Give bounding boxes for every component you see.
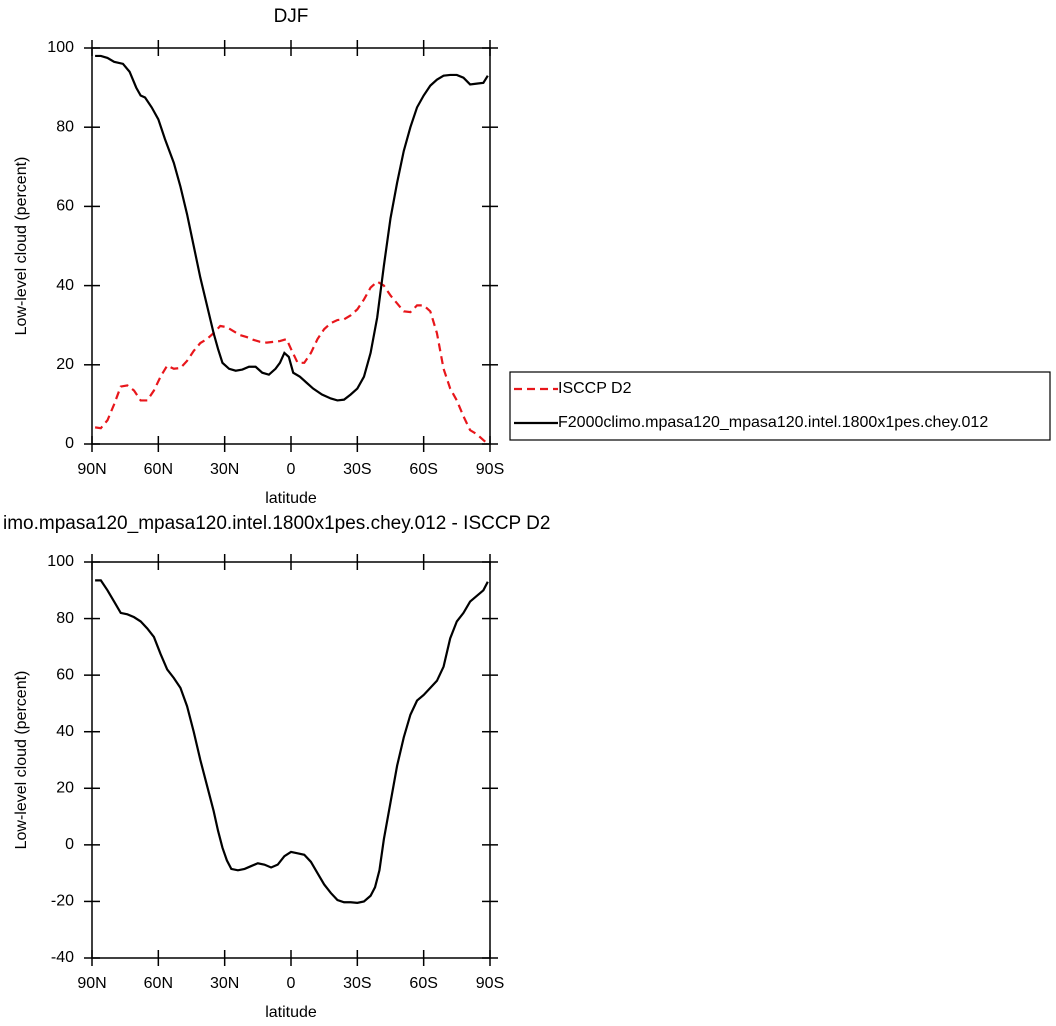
legend-label: ISCCP D2 [558,380,632,397]
x-tick-label: 30N [210,461,239,478]
chart-title: imo.mpasa120_mpasa120.intel.1800x1pes.ch… [3,513,550,534]
y-tick-label: 0 [65,836,74,853]
y-axis-label: Low-level cloud (percent) [13,157,30,336]
x-axis-label: latitude [265,1004,317,1021]
y-tick-label: 20 [56,356,74,373]
y-tick-label: 100 [47,39,74,56]
x-axis-label: latitude [265,490,317,507]
y-tick-label: -40 [51,949,74,966]
x-tick-label: 60S [409,975,437,992]
x-tick-label: 0 [287,461,296,478]
x-tick-label: 90S [476,461,504,478]
y-tick-label: 80 [56,118,74,135]
y-tick-label: 40 [56,723,74,740]
y-tick-label: 100 [47,553,74,570]
series-line [94,280,489,445]
legend-box [509,371,1051,441]
x-tick-label: 60S [409,461,437,478]
y-tick-label: 20 [56,780,74,797]
y-tick-label: 60 [56,666,74,683]
x-tick-label: 90S [476,975,504,992]
x-tick-label: 30N [210,975,239,992]
x-tick-label: 30S [343,461,371,478]
chart-title: DJF [274,6,309,27]
x-tick-label: 90N [77,975,106,992]
plot-frame [91,561,491,959]
x-tick-label: 60N [144,975,173,992]
legend-label: F2000climo.mpasa120_mpasa120.intel.1800x… [558,414,988,431]
x-tick-label: 30S [343,975,371,992]
y-axis-label: Low-level cloud (percent) [13,671,30,850]
x-tick-label: 90N [77,461,106,478]
series-line [95,54,489,402]
y-tick-label: -20 [51,893,74,910]
x-tick-label: 60N [144,461,173,478]
y-tick-label: 80 [56,610,74,627]
x-tick-label: 0 [287,975,296,992]
y-tick-label: 0 [65,435,74,452]
plot-frame [91,47,491,445]
series-line [95,579,489,904]
y-tick-label: 40 [56,277,74,294]
y-tick-label: 60 [56,198,74,215]
